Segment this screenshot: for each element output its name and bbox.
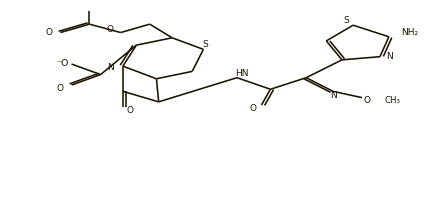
Text: O: O: [57, 84, 64, 93]
Text: HN: HN: [235, 69, 248, 77]
Text: N: N: [107, 63, 114, 72]
Text: S: S: [344, 16, 349, 25]
Text: O: O: [46, 28, 53, 37]
Text: O: O: [363, 96, 370, 105]
Text: O: O: [106, 25, 113, 34]
Text: S: S: [203, 40, 208, 49]
Text: N: N: [386, 52, 393, 61]
Text: CH₃: CH₃: [384, 96, 401, 105]
Text: O: O: [249, 104, 256, 113]
Text: N: N: [329, 92, 337, 100]
Text: NH₂: NH₂: [401, 28, 418, 37]
Text: O: O: [126, 106, 133, 115]
Text: ⁻O: ⁻O: [56, 59, 68, 67]
